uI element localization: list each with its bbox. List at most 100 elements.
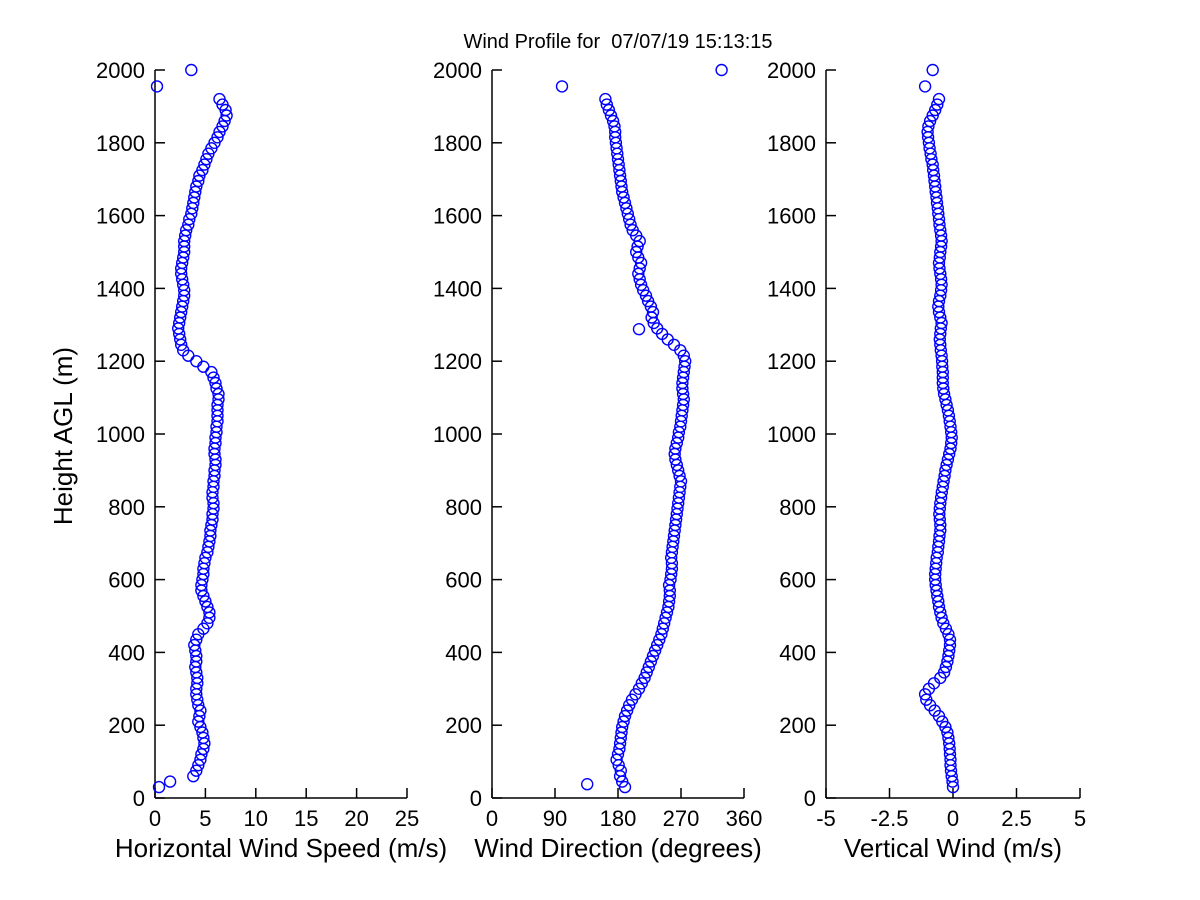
y-tick-label: 1000 <box>96 422 145 447</box>
x-tick-label: 20 <box>344 806 368 831</box>
data-point <box>926 63 939 77</box>
data-point <box>201 600 214 614</box>
data-point <box>194 704 207 717</box>
y-tick-label: 600 <box>108 568 145 593</box>
data-point <box>646 305 660 319</box>
data-point <box>614 764 627 777</box>
x-tick-label: 5 <box>199 806 211 831</box>
x-tick-label: 0 <box>486 806 498 831</box>
data-point <box>600 98 613 111</box>
data-point <box>637 284 650 297</box>
figure-title: Wind Profile for 07/07/19 15:13:15 <box>463 31 773 53</box>
y-tick-label: 0 <box>133 786 145 811</box>
data-point <box>216 120 229 133</box>
y-tick-label: 800 <box>779 495 816 520</box>
data-point <box>632 323 646 336</box>
data-point <box>602 103 616 117</box>
data-point <box>196 163 209 177</box>
data-point <box>642 660 655 674</box>
data-point <box>929 103 942 117</box>
data-point <box>922 120 935 133</box>
y-tick-label: 200 <box>108 713 145 738</box>
data-point <box>715 63 728 77</box>
data-point <box>179 223 193 237</box>
y-tick-label: 800 <box>445 495 482 520</box>
data-point <box>608 120 621 133</box>
x-tick-label: 360 <box>726 806 763 831</box>
data-point <box>190 355 203 368</box>
y-tick-label: 1200 <box>767 349 816 374</box>
data-point <box>620 704 634 717</box>
data-point <box>599 92 612 106</box>
data-point <box>178 229 192 242</box>
data-point <box>203 606 216 619</box>
y-tick-label: 1400 <box>767 276 816 301</box>
data-point <box>185 63 198 77</box>
y-tick-label: 1000 <box>433 422 482 447</box>
data-point <box>679 355 692 368</box>
data-point <box>651 638 664 652</box>
data-point <box>197 360 210 373</box>
data-point <box>196 726 209 739</box>
data-point <box>150 80 164 93</box>
x-tick-label: 2.5 <box>1001 806 1032 831</box>
x-tick-label: 0 <box>149 806 161 831</box>
data-point <box>937 666 951 679</box>
data-point <box>192 759 205 772</box>
data-point <box>630 245 643 259</box>
x-tick-label: 270 <box>663 806 700 831</box>
x-tick-label: 90 <box>543 806 567 831</box>
data-point <box>581 778 594 791</box>
data-point <box>640 666 653 679</box>
data-point <box>626 223 639 237</box>
data-point <box>646 649 660 663</box>
data-point <box>188 638 201 652</box>
y-tick-label: 400 <box>779 640 816 665</box>
data-point <box>199 551 212 564</box>
data-point <box>212 387 225 401</box>
data-point <box>152 780 166 794</box>
y-tick-label: 2000 <box>767 58 816 83</box>
data-point <box>555 80 569 93</box>
data-point <box>199 595 212 608</box>
data-point <box>641 294 655 308</box>
data-point <box>198 158 211 171</box>
data-point <box>604 109 618 122</box>
data-point <box>941 726 954 739</box>
x-tick-label: 0 <box>947 806 959 831</box>
y-tick-label: 200 <box>779 713 816 738</box>
data-point <box>617 715 630 728</box>
data-point <box>209 376 222 390</box>
x-tick-label: 10 <box>244 806 268 831</box>
data-point <box>192 174 205 188</box>
y-tick-label: 200 <box>445 713 482 738</box>
y-tick-label: 1200 <box>433 349 482 374</box>
data-point <box>190 633 203 646</box>
data-point <box>200 152 213 166</box>
x-tick-label: 25 <box>395 806 419 831</box>
y-tick-label: 2000 <box>433 58 482 83</box>
data-point <box>213 92 226 106</box>
data-point <box>942 628 955 641</box>
data-point <box>163 775 177 788</box>
y-tick-label: 1200 <box>96 349 145 374</box>
data-point <box>918 80 932 93</box>
data-point <box>190 180 203 193</box>
y-tick-label: 0 <box>470 786 482 811</box>
y-tick-label: 1600 <box>767 204 816 229</box>
y-tick-label: 600 <box>779 568 816 593</box>
x-tick-label: -2.5 <box>871 806 909 831</box>
data-point <box>926 109 939 122</box>
y-tick-label: 400 <box>108 640 145 665</box>
data-point <box>190 764 203 777</box>
y-tick-label: 1800 <box>433 131 482 156</box>
data-point <box>220 109 233 122</box>
data-point <box>644 655 658 668</box>
y-tick-label: 1800 <box>767 131 816 156</box>
data-point <box>648 644 662 657</box>
y-tick-label: 2000 <box>96 58 145 83</box>
data-point <box>638 671 651 685</box>
x-tick-label: -5 <box>816 806 836 831</box>
